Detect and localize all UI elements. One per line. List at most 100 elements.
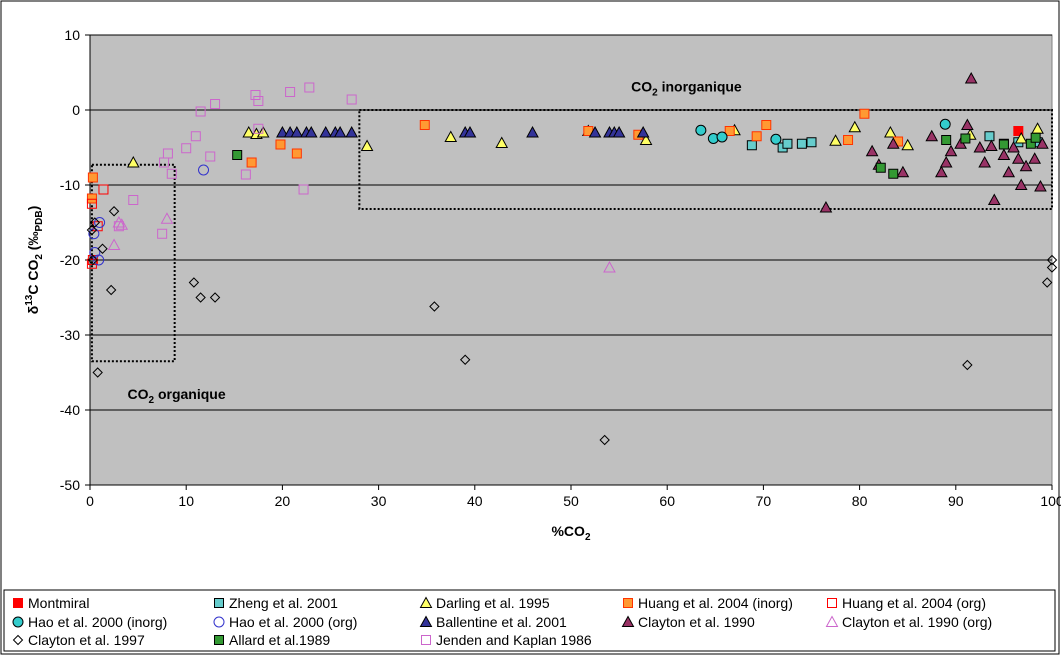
annotation-part: inorganique — [658, 78, 742, 94]
point — [181, 143, 192, 154]
point — [1019, 159, 1033, 172]
point — [939, 155, 953, 168]
point — [97, 243, 108, 254]
point — [884, 125, 897, 138]
point — [1002, 165, 1016, 178]
x-tick-label: 0 — [86, 493, 94, 509]
point — [190, 131, 201, 142]
point — [978, 155, 992, 168]
point — [253, 123, 264, 134]
legend-marker — [827, 598, 837, 608]
legend-label: Zheng et al. 2001 — [229, 595, 338, 611]
point — [859, 108, 870, 119]
point — [333, 125, 347, 138]
legend-marker — [623, 598, 633, 608]
point — [93, 254, 105, 266]
point — [107, 238, 121, 250]
point — [603, 260, 616, 273]
point — [1036, 137, 1049, 149]
legend-label: Darling et al. 1995 — [436, 595, 550, 611]
series — [695, 118, 951, 145]
x-tick-label: 30 — [371, 493, 387, 509]
legend-label: Allard et al.1989 — [229, 632, 330, 648]
point — [495, 136, 509, 148]
point — [105, 284, 117, 296]
point — [115, 218, 129, 230]
point — [925, 129, 939, 142]
point — [86, 193, 97, 204]
point — [87, 254, 99, 266]
point — [346, 94, 357, 105]
point — [612, 125, 626, 138]
point — [985, 139, 998, 151]
point — [998, 139, 1009, 150]
point — [126, 155, 140, 168]
annotation-part: organique — [154, 386, 226, 402]
point — [160, 212, 174, 224]
x-tick-label: 10 — [178, 493, 194, 509]
x-tick-label: 50 — [563, 493, 579, 509]
point — [291, 148, 302, 159]
point — [209, 292, 221, 303]
x-tick-label: 20 — [275, 493, 291, 509]
point — [360, 139, 374, 151]
point — [188, 277, 200, 288]
point — [195, 292, 206, 303]
y-tick-label: 10 — [64, 27, 80, 43]
point — [166, 168, 177, 179]
legend-marker — [13, 598, 23, 608]
point — [444, 130, 458, 142]
point — [86, 198, 97, 209]
y-tick-label: -30 — [60, 327, 80, 343]
point — [1007, 140, 1020, 153]
legend-label: Huang et al. 2004 (org) — [842, 595, 986, 611]
annotation-part: 2 — [149, 395, 155, 406]
series — [276, 125, 650, 138]
point — [960, 118, 974, 130]
point — [1014, 131, 1028, 144]
point — [88, 228, 100, 240]
point — [1030, 132, 1041, 143]
legend: Montmiral Zheng et al. 2001 Darling et al.… — [12, 595, 992, 648]
point — [195, 106, 206, 117]
point — [1028, 152, 1042, 164]
point — [89, 217, 101, 228]
point — [162, 148, 173, 159]
point — [636, 125, 650, 138]
legend-label: Hao et al. 2000 (org) — [229, 614, 357, 630]
point — [829, 134, 842, 146]
y-tick-label: -20 — [60, 252, 80, 268]
point — [108, 206, 120, 217]
point — [463, 125, 477, 138]
legend-marker — [214, 598, 224, 608]
point — [459, 354, 471, 365]
point — [1046, 254, 1058, 266]
point — [290, 125, 304, 138]
annotation-box — [358, 109, 1053, 210]
point — [944, 144, 958, 157]
point — [843, 135, 854, 145]
legend-marker — [825, 615, 839, 627]
point — [253, 96, 264, 106]
point — [599, 434, 610, 446]
point — [157, 228, 168, 239]
x-tick-label: 70 — [756, 493, 772, 509]
point — [98, 184, 109, 195]
annotation: CO2 organique — [128, 386, 226, 406]
point — [984, 131, 995, 142]
series — [86, 206, 1058, 446]
point — [198, 164, 210, 176]
point — [87, 172, 98, 183]
point — [1034, 179, 1047, 192]
point — [716, 131, 728, 143]
series — [126, 120, 1044, 168]
point — [865, 144, 879, 157]
legend-label: Hao et al. 2000 (inorg) — [28, 614, 167, 630]
point — [782, 138, 793, 149]
legend-label: Ballentine et al. 2001 — [436, 614, 567, 630]
point — [935, 165, 948, 178]
point — [210, 99, 221, 109]
point — [1011, 152, 1025, 164]
legend-box — [3, 589, 1056, 652]
